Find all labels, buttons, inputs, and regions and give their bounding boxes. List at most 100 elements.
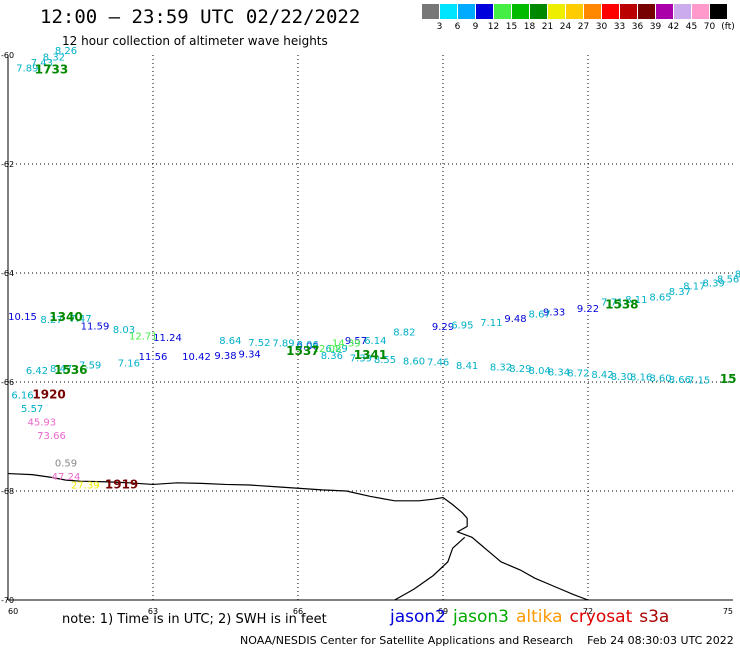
- scale-unit-label: (ft): [721, 22, 735, 32]
- map-frame: [7, 55, 733, 601]
- wave-height-label: 8.03: [113, 325, 135, 336]
- wave-height-label: 8.72: [567, 369, 589, 380]
- scale-tick-label: 15: [505, 22, 518, 32]
- wave-height-label: 8.55: [374, 355, 396, 366]
- scale-swatch: [566, 4, 583, 19]
- wave-height-label: 8.41: [456, 361, 478, 372]
- lon-tick-label: 69: [438, 607, 448, 616]
- wave-height-label: 7.11: [480, 318, 502, 329]
- wave-height-label: 7.39: [350, 353, 372, 364]
- scale-tick-label: 12: [487, 22, 500, 32]
- wave-height-label: 8.82: [393, 328, 415, 339]
- lat-tick-label: -70: [1, 596, 14, 605]
- satellite-legend-item: jason2: [390, 607, 446, 627]
- wave-height-label: 6.95: [451, 321, 473, 332]
- wave-height-label: 8.30: [611, 372, 633, 383]
- wave-height-label: 11.59: [81, 322, 110, 333]
- scale-swatch: [602, 4, 619, 19]
- lon-tick-label: 75: [723, 607, 733, 616]
- wave-height-label: 9.29: [432, 322, 454, 333]
- pass-time-label: 1919: [105, 477, 138, 491]
- pass-time-label: 1538: [605, 297, 638, 311]
- wave-height-label: 8.32: [43, 52, 65, 63]
- scale-swatch: [422, 4, 439, 19]
- scale-tick-label: 6: [454, 22, 461, 32]
- lat-tick-label: -64: [1, 269, 14, 278]
- wave-height-label: 8.60: [649, 373, 671, 384]
- graticule: [8, 55, 733, 600]
- scale-tick-label: 33: [613, 22, 626, 32]
- scale-swatch: [476, 4, 493, 19]
- wave-height-label: 27.39: [71, 480, 100, 491]
- wave-height-label: 9.33: [543, 308, 565, 319]
- scale-swatch: [584, 4, 601, 19]
- wave-height-label: 10.15: [8, 312, 37, 323]
- pass-time-label: 1341: [354, 348, 387, 362]
- wave-height-label: 11.56: [139, 352, 168, 363]
- wave-height-label: 8.56: [717, 274, 739, 285]
- scale-tick-label: 45: [685, 22, 698, 32]
- wave-height-label: 9.22: [577, 304, 599, 315]
- pass-time-label: 1733: [35, 63, 68, 77]
- satellite-legend-item: jason3: [453, 607, 509, 627]
- wave-height-label: 10.42: [182, 352, 211, 363]
- wave-height-label: 8.04: [529, 366, 551, 377]
- wave-height-label: 8.67: [529, 310, 551, 321]
- wave-height-label: 7.46: [427, 358, 449, 369]
- scale-swatch: [674, 4, 691, 19]
- wave-height-label: 8.42: [591, 370, 613, 381]
- wave-height-label: 7.43: [31, 58, 53, 69]
- wave-height-label: 7.89: [272, 339, 294, 350]
- wave-height-label: 9.48: [504, 314, 526, 325]
- scale-tick-label: 21: [541, 22, 554, 32]
- footer-credit: NOAA/NESDIS Center for Satellite Applica…: [240, 634, 734, 647]
- wave-height-label: 8.47: [50, 364, 72, 375]
- wave-height-label: 14.39: [332, 339, 361, 350]
- wave-height-label: 9.57: [345, 336, 367, 347]
- satellite-legend-item: altika: [516, 607, 563, 627]
- scale-swatch: [710, 4, 727, 19]
- scale-tick-label: 70: [703, 22, 716, 32]
- wave-height-label: 8.11: [625, 295, 647, 306]
- scale-tick-label: 24: [559, 22, 572, 32]
- wave-height-label: 9.34: [239, 349, 261, 360]
- axis-tick-labels: 60 63 66 69 72 75 -60 -62 -64 -66 -68 -70: [1, 51, 733, 616]
- scale-swatch: [530, 4, 547, 19]
- wave-height-label: 8.16: [630, 372, 652, 383]
- wave-height-label: 6.29: [326, 344, 348, 355]
- scale-tick-label: 36: [631, 22, 644, 32]
- wave-height-label: 0.59: [55, 458, 77, 469]
- wave-height-label: 8.66: [669, 375, 691, 386]
- pass-time-labels: 1733 1340 1536 1920 1919 1537 1341 1538 15: [32, 63, 736, 492]
- satellite-legend: jason2 jason3 altika cryosat s3a: [390, 607, 676, 627]
- lat-tick-label: -62: [1, 160, 14, 169]
- scale-swatch: [548, 4, 565, 19]
- wave-height-label: 7.89: [16, 63, 38, 74]
- scale-tick-label: 9: [472, 22, 479, 32]
- pass-time-label: 1536: [54, 363, 87, 377]
- wave-height-label: 12.08: [313, 344, 342, 355]
- coastline-inlet: [394, 536, 466, 601]
- wave-height-label: 12.71: [129, 331, 158, 342]
- wave-height-label: 7.71: [601, 298, 623, 309]
- scale-swatch: [638, 4, 655, 19]
- pass-time-label: 1537: [286, 344, 319, 358]
- wave-height-label: 8.60: [403, 357, 425, 368]
- wave-height-label: 8.64: [219, 336, 241, 347]
- scale-swatch: [458, 4, 475, 19]
- wave-height-label: 7.59: [79, 360, 101, 371]
- lon-tick-label: 63: [148, 607, 158, 616]
- wave-height-label: 6.16: [11, 390, 33, 401]
- wave-height-label: 11.24: [153, 333, 182, 344]
- wave-height-label: 8.34: [548, 367, 570, 378]
- wave-height-label: 8.27: [40, 315, 62, 326]
- wave-height-label: 8.26: [55, 46, 77, 57]
- pass-time-label: 1920: [32, 387, 65, 401]
- scale-tick-label: 30: [595, 22, 608, 32]
- lat-tick-label: -68: [1, 487, 14, 496]
- coastline: [7, 472, 589, 601]
- scale-tick-label: 27: [577, 22, 590, 32]
- scale-swatch: [512, 4, 529, 19]
